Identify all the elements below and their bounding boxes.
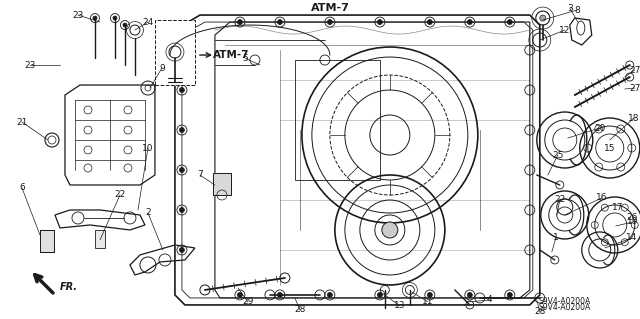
Circle shape xyxy=(508,19,512,25)
Circle shape xyxy=(540,15,546,21)
Text: 20: 20 xyxy=(594,123,605,132)
Bar xyxy=(40,230,54,252)
Circle shape xyxy=(328,19,332,25)
Text: 5: 5 xyxy=(242,54,248,63)
Text: 26: 26 xyxy=(626,213,637,222)
Text: FR.: FR. xyxy=(60,282,78,292)
Circle shape xyxy=(328,293,332,297)
Text: 12: 12 xyxy=(559,26,570,34)
Text: 16: 16 xyxy=(596,194,607,203)
Bar xyxy=(95,230,105,248)
Text: 15: 15 xyxy=(604,144,616,152)
Circle shape xyxy=(467,19,472,25)
Text: 1: 1 xyxy=(553,234,559,242)
Circle shape xyxy=(277,293,282,297)
Text: 22: 22 xyxy=(554,196,565,204)
Bar xyxy=(155,20,195,85)
Text: ATM-7: ATM-7 xyxy=(213,50,250,60)
Text: 28: 28 xyxy=(534,308,545,316)
Text: 24: 24 xyxy=(142,18,154,26)
Circle shape xyxy=(179,48,184,53)
Text: 17: 17 xyxy=(612,204,623,212)
Text: ATM-7: ATM-7 xyxy=(310,3,349,13)
Text: 28: 28 xyxy=(294,306,305,315)
Text: 21: 21 xyxy=(16,117,28,127)
Circle shape xyxy=(378,19,382,25)
Text: 11: 11 xyxy=(422,297,433,307)
Circle shape xyxy=(179,207,184,212)
Circle shape xyxy=(382,222,398,238)
Circle shape xyxy=(508,293,512,297)
Bar xyxy=(213,173,231,195)
Circle shape xyxy=(179,87,184,93)
Circle shape xyxy=(179,248,184,252)
Text: 10: 10 xyxy=(142,144,154,152)
Circle shape xyxy=(237,293,243,297)
Circle shape xyxy=(237,19,243,25)
Circle shape xyxy=(428,19,433,25)
Text: 23: 23 xyxy=(24,61,36,70)
Text: 4: 4 xyxy=(487,295,493,304)
Text: 3: 3 xyxy=(567,4,573,12)
Text: 9: 9 xyxy=(159,63,165,72)
Text: 2: 2 xyxy=(145,209,151,218)
Text: 14: 14 xyxy=(626,234,637,242)
Text: 27: 27 xyxy=(629,84,640,93)
Text: 22: 22 xyxy=(115,190,125,199)
Text: 6: 6 xyxy=(19,183,25,192)
Text: S9V4-A0200A: S9V4-A0200A xyxy=(539,303,591,312)
Text: 13: 13 xyxy=(394,301,406,310)
Text: 27: 27 xyxy=(629,65,640,75)
Circle shape xyxy=(113,16,117,20)
Circle shape xyxy=(179,128,184,132)
Text: 7: 7 xyxy=(197,170,203,180)
Text: 23: 23 xyxy=(72,11,84,19)
Circle shape xyxy=(123,23,127,27)
Circle shape xyxy=(93,16,97,20)
Text: 19: 19 xyxy=(627,218,639,226)
Text: 25: 25 xyxy=(552,151,563,160)
Text: S9V4-A0200A: S9V4-A0200A xyxy=(539,297,591,307)
Circle shape xyxy=(179,167,184,173)
Circle shape xyxy=(428,293,433,297)
Text: 18: 18 xyxy=(628,114,639,122)
Circle shape xyxy=(467,293,472,297)
Circle shape xyxy=(378,293,382,297)
Circle shape xyxy=(277,19,282,25)
Text: 29: 29 xyxy=(242,297,253,307)
Text: 8: 8 xyxy=(574,5,580,15)
